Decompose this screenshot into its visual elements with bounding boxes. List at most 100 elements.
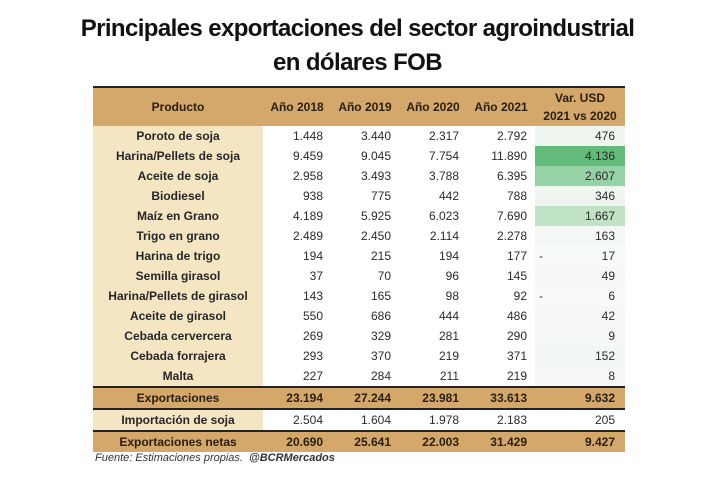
cell-2019: 284	[370, 369, 391, 383]
cell-product: Harina/Pellets de girasol	[93, 286, 263, 306]
cell-product: Aceite de soja	[93, 166, 263, 186]
cell-2019: 370	[370, 349, 391, 363]
table-row: Biodiesel 938 775 442 788 346	[93, 186, 625, 206]
cell-2018: 20.690	[263, 430, 331, 452]
table-row: Harina de trigo 194 215 194 177- 17	[93, 246, 625, 266]
table-row: Trigo en grano 2.489 2.450 2.114 2.278 163	[93, 226, 625, 246]
cell-2018: 550	[302, 309, 323, 323]
variation-value: 17	[601, 249, 615, 263]
cell-product: Biodiesel	[93, 186, 263, 206]
cell-2020: 23.981	[399, 386, 467, 409]
cell-2019: 5.925	[360, 209, 391, 223]
cell-2021: 788	[506, 189, 527, 203]
cell-variation: 9.427	[535, 430, 625, 452]
cell-2019: 165	[370, 289, 391, 303]
cell-variation: 9.632	[535, 386, 625, 409]
cell-2020: 1.978	[399, 408, 467, 431]
variation-value: 346	[594, 189, 615, 203]
cell-product: Importación de soja	[93, 408, 263, 431]
header-2018: Año 2018	[270, 100, 324, 114]
cell-2019: 775	[370, 189, 391, 203]
cell-product: Harina/Pellets de soja	[93, 146, 263, 166]
table-row: Maíz en Grano 4.189 5.925 6.023 7.690 1.667	[93, 206, 625, 226]
cell-2019: 3.493	[360, 169, 391, 183]
variation-value: 163	[594, 229, 615, 243]
cell-2018: 194	[302, 249, 323, 263]
cell-2019: 686	[370, 309, 391, 323]
variation-value: 6	[608, 289, 615, 303]
negative-sign: -	[539, 289, 543, 303]
table-row: Cebada forrajera 293 370 219 371 152	[93, 346, 625, 366]
table-header-row: Producto Año 2018 Año 2019 Año 2020 Año …	[93, 87, 625, 126]
variation-value: 8	[608, 369, 615, 383]
cell-2020: 3.788	[428, 169, 459, 183]
cell-product: Cebada cervercera	[93, 326, 263, 346]
cell-2020: 442	[438, 189, 459, 203]
cell-2021: 7.690	[496, 209, 527, 223]
negative-sign: -	[539, 249, 543, 263]
header-2021: Año 2021	[474, 100, 528, 114]
cell-2021: 2.792	[496, 129, 527, 143]
cell-2018: 4.189	[292, 209, 323, 223]
table-row: Aceite de girasol 550 686 444 486 42	[93, 306, 625, 326]
cell-product: Poroto de soja	[93, 126, 263, 146]
header-product: Producto	[151, 100, 205, 114]
cell-2021: 33.613	[467, 386, 535, 409]
cell-2020: 444	[438, 309, 459, 323]
cell-2021: 486	[506, 309, 527, 323]
cell-product: Cebada forrajera	[93, 346, 263, 366]
cell-product: Trigo en grano	[93, 226, 263, 246]
cell-2018: 2.958	[292, 169, 323, 183]
cell-2021: 290	[506, 329, 527, 343]
page-subtitle: en dólares FOB	[273, 49, 443, 76]
cell-2018: 1.448	[292, 129, 323, 143]
cell-2021: 177	[506, 249, 527, 263]
net-exports-row: Exportaciones netas 20.690 25.641 22.003…	[93, 430, 625, 452]
cell-2018: 2.504	[263, 408, 331, 431]
variation-value: 1.667	[584, 209, 615, 223]
cell-2020: 2.317	[428, 129, 459, 143]
variation-value: 4.136	[584, 149, 615, 163]
cell-2019: 27.244	[331, 386, 399, 409]
exports-total-row: Exportaciones 23.194 27.244 23.981 33.61…	[93, 386, 625, 409]
cell-2019: 70	[377, 269, 391, 283]
cell-2018: 9.459	[292, 149, 323, 163]
cell-2019: 1.604	[331, 408, 399, 431]
cell-product: Malta	[93, 366, 263, 387]
table-row: Semilla girasol 37 70 96 145 49	[93, 266, 625, 286]
cell-variation: 205	[535, 408, 625, 431]
soy-imports-row: Importación de soja 2.504 1.604 1.978 2.…	[93, 408, 625, 431]
cell-2020: 2.114	[429, 229, 459, 243]
table-row: Poroto de soja 1.448 3.440 2.317 2.792 476	[93, 126, 625, 146]
cell-2018: 227	[302, 369, 323, 383]
cell-product: Semilla girasol	[93, 266, 263, 286]
cell-2020: 7.754	[428, 149, 459, 163]
variation-value: 49	[601, 269, 615, 283]
variation-value: 2.607	[584, 169, 615, 183]
cell-2018: 23.194	[263, 386, 331, 409]
header-variation-line1: Var. USD	[554, 91, 606, 105]
cell-variation: - 17	[535, 246, 625, 266]
cell-variation: 8	[535, 366, 625, 387]
cell-2019: 3.440	[360, 129, 391, 143]
source-handle: @BCRMercados	[248, 452, 335, 464]
cell-2021: 31.429	[467, 430, 535, 452]
header-variation: Var. USD 2021 vs 2020	[535, 87, 625, 126]
cell-variation: 346	[535, 186, 625, 206]
cell-variation: 42	[535, 306, 625, 326]
variation-value: 9	[608, 329, 615, 343]
variation-value: 42	[601, 309, 615, 323]
cell-variation: 152	[535, 346, 625, 366]
cell-2020: 211	[439, 369, 459, 383]
cell-2020: 22.003	[399, 430, 467, 452]
cell-variation: 9	[535, 326, 625, 346]
cell-2020: 6.023	[428, 209, 459, 223]
cell-variation: 4.136	[535, 146, 625, 166]
cell-product: Exportaciones	[93, 386, 263, 409]
cell-2019: 329	[370, 329, 391, 343]
cell-2019: 215	[370, 249, 391, 263]
cell-variation: -6	[535, 286, 625, 306]
cell-2020: 219	[438, 349, 459, 363]
table-row: Harina/Pellets de girasol 143 165 98 92-6	[93, 286, 625, 306]
header-variation-line2: 2021 vs 2020	[543, 109, 617, 123]
